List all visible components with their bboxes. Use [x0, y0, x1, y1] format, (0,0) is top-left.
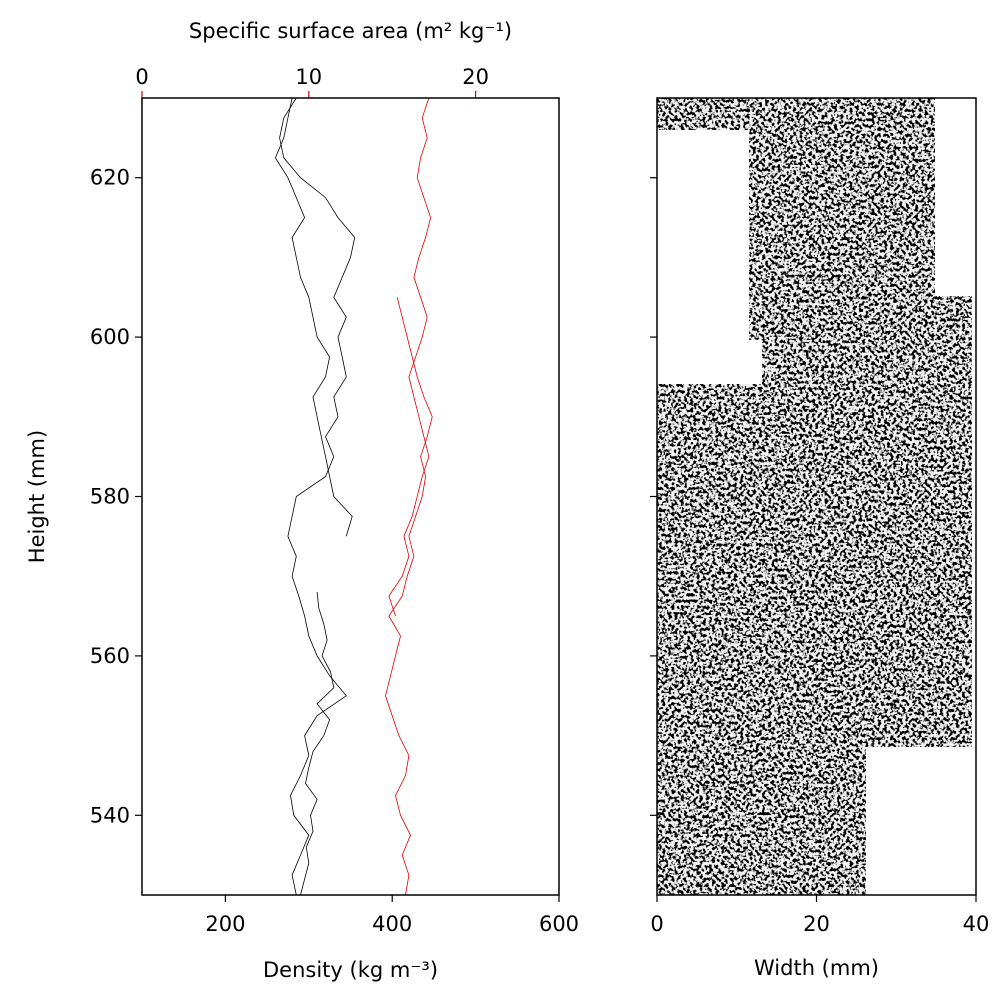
axes-frame: [656, 97, 977, 896]
profile-line: [300, 592, 335, 896]
profile-line: [388, 97, 432, 617]
profile-line: [385, 297, 433, 896]
x-tick-label: 20: [803, 912, 830, 936]
y-axis-label: Height (mm): [25, 430, 49, 563]
y-tick-label: 560: [90, 644, 130, 668]
profile-line: [274, 97, 353, 537]
x2-tick-label: 10: [295, 65, 322, 89]
x-tick-label: 40: [963, 912, 990, 936]
x-tick-label: 0: [650, 912, 663, 936]
x2-tick-label: 20: [462, 65, 489, 89]
x-tick-label: 400: [372, 912, 412, 936]
axes-frame: [141, 97, 560, 896]
y-tick-label: 580: [90, 485, 130, 509]
x-tick-label: 600: [539, 912, 579, 936]
x-tick-label: 200: [205, 912, 245, 936]
x2-axis-label: Specific surface area (m² kg⁻¹): [189, 19, 512, 43]
y-tick-label: 600: [90, 325, 130, 349]
x-axis-label: Density (kg m⁻³): [263, 958, 438, 982]
profile-line: [279, 97, 356, 896]
y-tick-label: 540: [90, 803, 130, 827]
x2-tick-label: 0: [135, 65, 148, 89]
x-axis-label: Width (mm): [754, 956, 879, 980]
y-tick-label: 620: [90, 166, 130, 190]
snow-image: [657, 98, 972, 895]
